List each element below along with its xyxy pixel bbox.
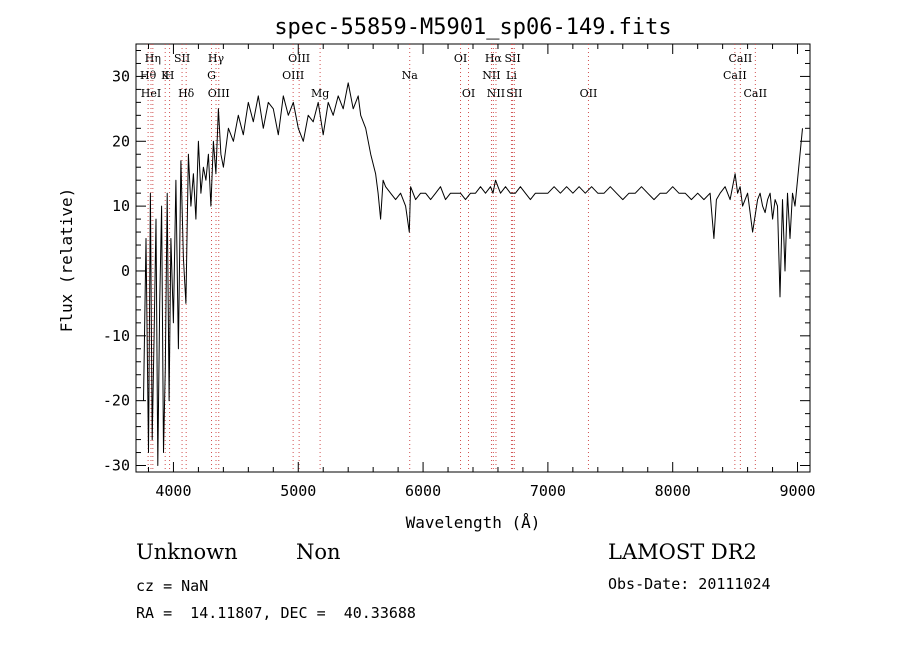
spectral-subclass: Non (296, 540, 341, 564)
y-tick-label-0: -30 (103, 457, 130, 475)
spectral-class: Unknown (136, 540, 238, 564)
line-label-22: OII (580, 87, 598, 100)
line-label-21: SII (506, 87, 522, 100)
y-tick-label-4: 10 (112, 197, 130, 215)
axis-ticks: 4000 5000 6000 7000 8000 9000 -30 -20 -10 0 10 20 30 (103, 44, 816, 500)
line-label-10: OIII (288, 52, 310, 65)
line-label-3: K (161, 69, 170, 82)
line-label-16: Hα (485, 52, 503, 65)
plot-frame (135, 43, 811, 473)
line-label-4: H (165, 69, 175, 82)
x-tick-label-3: 7000 (530, 482, 566, 500)
line-label-7: Hγ (208, 52, 225, 65)
line-label-5: SII (174, 52, 190, 65)
line-label-9: OIII (208, 87, 230, 100)
spectrum-series (143, 82, 803, 466)
line-label-6: Hδ (178, 87, 195, 100)
line-label-17: NII (482, 69, 500, 82)
line-label-0: Hη (145, 52, 161, 65)
y-tick-label-6: 30 (112, 67, 130, 85)
redshift-readout: cz = NaN (136, 577, 209, 595)
y-tick-label-2: -10 (103, 327, 130, 345)
x-axis-label: Wavelength (Å) (406, 513, 541, 532)
y-tick-label-5: 20 (112, 132, 130, 150)
line-label-13: Na (402, 69, 419, 82)
x-tick-label-2: 6000 (405, 482, 441, 500)
x-tick-label-4: 8000 (655, 482, 691, 500)
obs-date: Obs-Date: 20111024 (608, 575, 771, 593)
x-tick-label-1: 5000 (280, 482, 316, 500)
spectrum-line-0 (143, 82, 803, 466)
chart-title: spec-55859-M5901_sp06-149.fits (274, 15, 671, 40)
y-axis-label: Flux (relative) (57, 188, 76, 333)
line-label-14: OI (454, 52, 467, 65)
line-label-20: Li (506, 69, 517, 82)
survey-name: LAMOST DR2 (608, 540, 757, 564)
x-tick-label-5: 9000 (779, 482, 815, 500)
y-tick-label-3: 0 (121, 262, 130, 280)
coordinates: RA = 14.11807, DEC = 40.33688 (136, 604, 416, 622)
x-tick-label-0: 4000 (155, 482, 191, 500)
line-label-23: CaII (729, 52, 753, 65)
line-label-19: SII (504, 52, 520, 65)
line-label-15: OI (462, 87, 475, 100)
line-label-12: Mg (311, 87, 329, 100)
y-tick-label-1: -20 (103, 392, 130, 410)
line-label-8: G (207, 69, 216, 82)
line-label-18: NII (487, 87, 505, 100)
line-label-11: OIII (282, 69, 304, 82)
line-label-1: Hθ (140, 69, 157, 82)
line-label-25: CaII (743, 87, 767, 100)
line-label-24: CaII (723, 69, 747, 82)
line-label-2: HeI (141, 87, 161, 100)
